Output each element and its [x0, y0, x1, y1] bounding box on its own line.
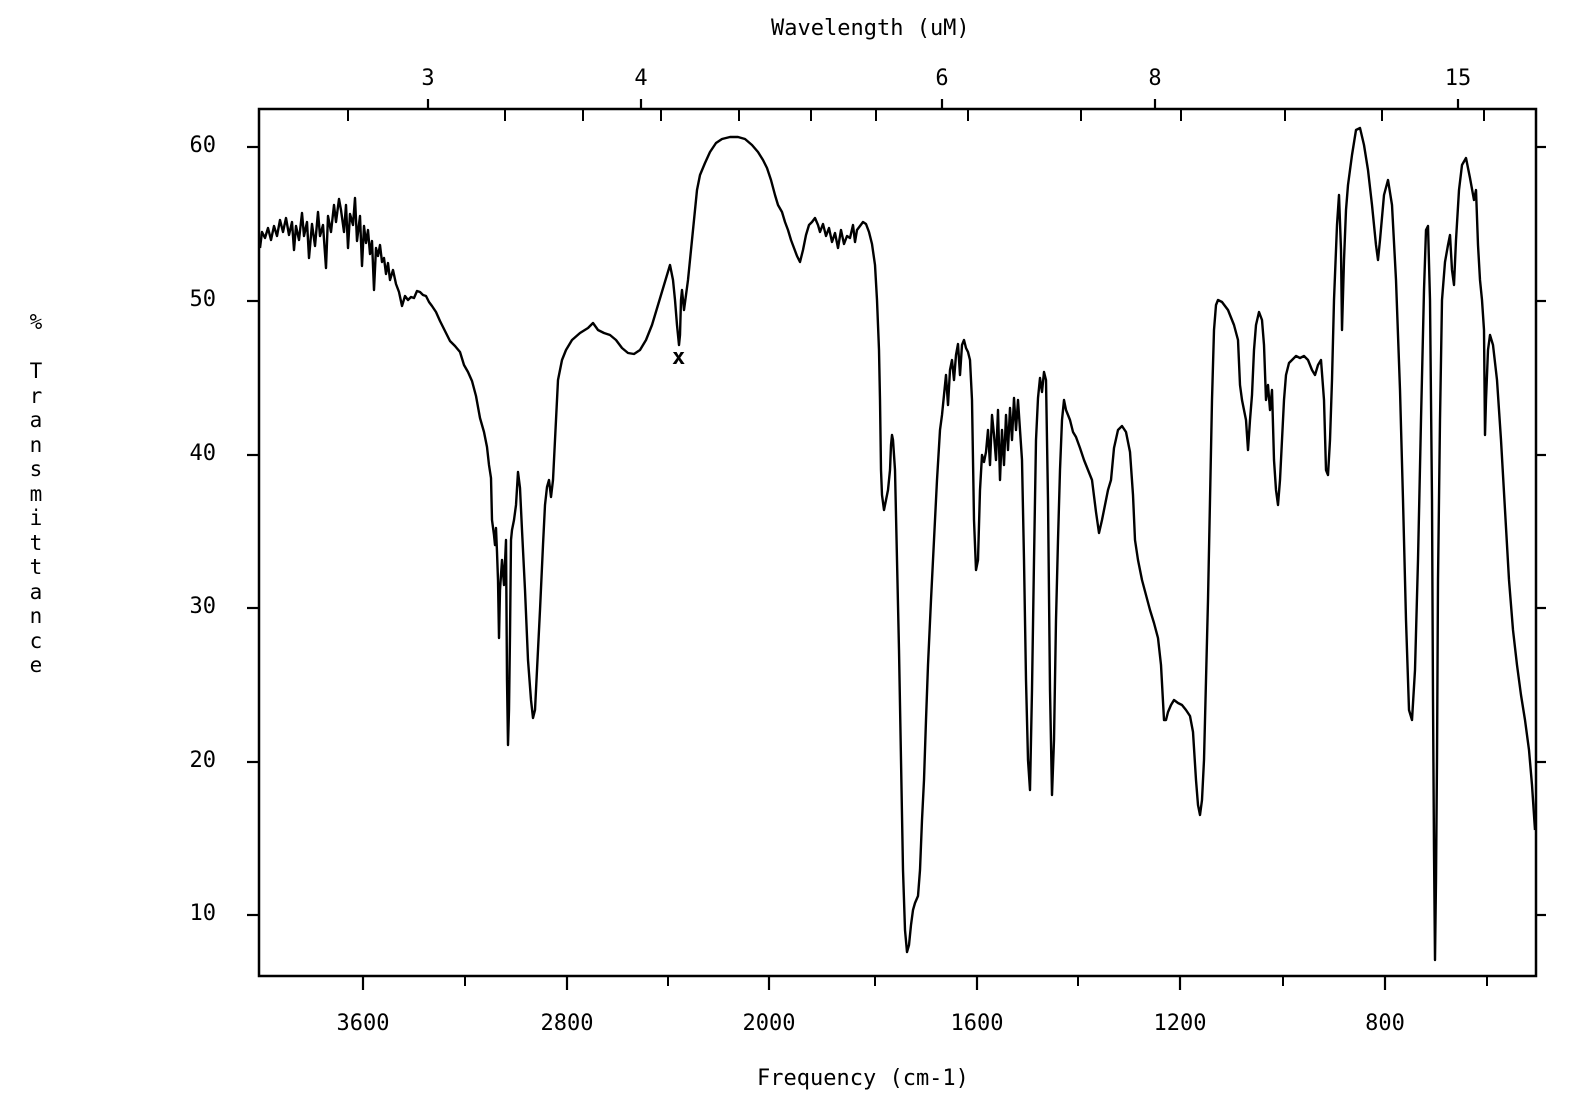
- top-tick-label: 6: [935, 66, 949, 91]
- y-tick-label: 10: [189, 901, 217, 926]
- y-tick-label: 20: [189, 748, 217, 773]
- top-axis-ticks: [426, 99, 1460, 109]
- y-title-char: s: [29, 457, 43, 481]
- top-tick-label: 3: [421, 66, 435, 91]
- x-tick-label: 1200: [1153, 1011, 1207, 1036]
- y-tick-label: 30: [189, 594, 217, 619]
- bottom-axis-title: Frequency (cm-1): [757, 1066, 969, 1091]
- x-axis-minor-ticks: [464, 976, 1488, 986]
- y-title-char: m: [29, 481, 43, 506]
- annotation-x-marker: x: [672, 345, 686, 370]
- x-tick-label: 2800: [540, 1011, 594, 1036]
- y-title-char: n: [29, 432, 43, 457]
- y-title-char: [24, 335, 48, 360]
- y-tick-label: 50: [189, 287, 217, 312]
- y-axis-ticks: [247, 145, 1546, 917]
- plot-frame: [257, 107, 1538, 978]
- x-tick-label: 800: [1365, 1011, 1405, 1036]
- top-tick-label: 8: [1148, 66, 1162, 91]
- y-title-char: t: [29, 530, 43, 555]
- y-title-char: c: [29, 628, 43, 653]
- y-title-char: i: [29, 506, 43, 530]
- x-tick-label: 3600: [336, 1011, 390, 1036]
- spectrum-line: [258, 126, 1537, 962]
- y-title-char: %: [29, 310, 43, 334]
- y-title-char: a: [29, 408, 43, 432]
- x-tick-label: 1600: [950, 1011, 1004, 1036]
- y-title-char: a: [29, 579, 43, 604]
- y-tick-label: 40: [189, 441, 217, 466]
- y-title-char: t: [29, 555, 43, 579]
- x-axis-ticks: [361, 976, 1387, 990]
- y-title-char: r: [29, 383, 43, 408]
- y-title-char: e: [29, 653, 43, 677]
- x-tick-label: 2000: [742, 1011, 796, 1036]
- top-tick-label: 15: [1444, 66, 1472, 91]
- top-axis-title: Wavelength (uM): [771, 16, 970, 41]
- top-axis-minor-ticks: [347, 109, 1485, 121]
- y-tick-label: 60: [189, 133, 217, 158]
- top-tick-label: 4: [634, 66, 648, 91]
- y-title-char: n: [29, 604, 43, 628]
- y-title-char: T: [29, 359, 43, 383]
